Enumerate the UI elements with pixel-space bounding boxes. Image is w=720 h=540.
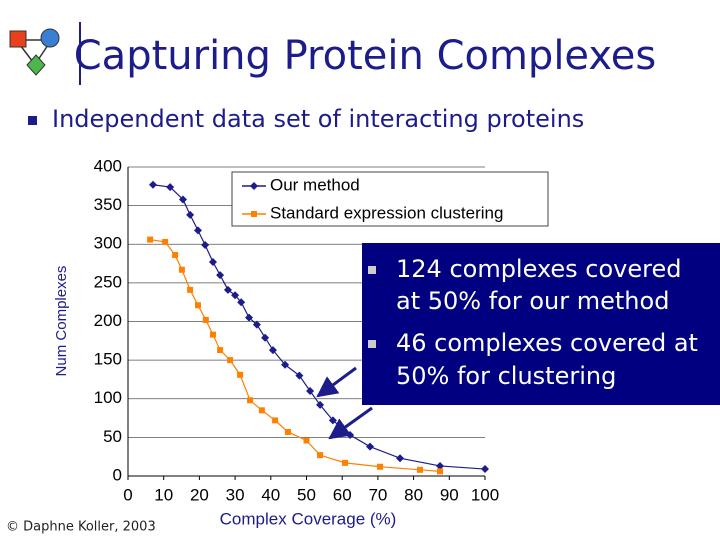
x-tick-label: 70 <box>368 485 387 504</box>
point <box>281 360 290 369</box>
point <box>217 347 224 354</box>
x-tick-label: 10 <box>154 485 173 504</box>
point <box>178 195 187 204</box>
point <box>417 466 424 473</box>
point <box>208 258 217 267</box>
arrow <box>316 366 357 398</box>
point <box>396 454 405 463</box>
chart: 0 50 100 150 200 250 300 350 400 0 10 20 30 40 50 60 70 8… <box>53 156 549 528</box>
legend: Our method Standard expression clustering <box>231 171 549 227</box>
point <box>258 407 265 414</box>
point <box>237 371 244 378</box>
point <box>303 437 310 444</box>
legend-label: Standard expression clustering <box>270 203 503 222</box>
point <box>252 320 261 329</box>
legend-label: Our method <box>270 175 360 194</box>
callout-line: 46 complexes covered at <box>396 329 698 357</box>
point <box>342 459 349 466</box>
point <box>295 371 304 380</box>
point <box>178 266 185 273</box>
y-tick-label: 150 <box>94 350 122 369</box>
callout-text: 124 complexes covered at 50% for our met… <box>396 255 706 390</box>
callout-line: at 50% for our method <box>396 287 669 315</box>
y-tick-label: 400 <box>94 156 122 175</box>
y-axis-label: Num Complexes <box>53 266 70 377</box>
x-tick-label: 60 <box>333 485 352 504</box>
point <box>268 346 277 355</box>
y-tick-label: 200 <box>94 311 122 330</box>
point <box>436 461 445 470</box>
point <box>237 298 246 307</box>
point <box>148 180 157 189</box>
y-tick-label: 100 <box>94 388 122 407</box>
footer: © Daphne Koller, 2003 <box>6 520 156 535</box>
point <box>284 428 291 435</box>
point <box>202 316 209 323</box>
x-tick-label: 90 <box>440 485 459 504</box>
y-tick-label: 350 <box>94 195 122 214</box>
point <box>223 285 232 294</box>
legend-box <box>231 171 549 227</box>
x-tick-label: 0 <box>123 485 132 504</box>
point <box>481 465 489 474</box>
point <box>201 241 210 250</box>
point <box>172 252 179 259</box>
logo <box>9 22 81 85</box>
point <box>317 452 324 459</box>
point <box>306 387 315 396</box>
point <box>162 238 169 245</box>
point <box>316 400 325 409</box>
y-tick-label: 0 <box>113 465 122 484</box>
point <box>193 226 202 235</box>
point <box>261 333 270 342</box>
arrow <box>328 406 373 440</box>
point <box>377 463 384 470</box>
x-tick-label: 100 <box>471 485 499 504</box>
point <box>231 291 240 300</box>
x-axis-label: Complex Coverage (%) <box>220 509 397 528</box>
point <box>245 313 254 322</box>
point <box>272 417 279 424</box>
y-tick-label: 250 <box>94 272 122 291</box>
callout-line: 124 complexes covered <box>396 255 682 283</box>
x-tick-label: 80 <box>404 485 423 504</box>
point <box>247 397 254 404</box>
bullet-marker <box>28 116 37 125</box>
callout-line: 50% for clustering <box>396 362 616 390</box>
point <box>166 183 175 192</box>
y-tick-label: 50 <box>103 427 122 446</box>
slide-title: Capturing Protein Complexes <box>74 33 656 79</box>
point <box>209 331 216 338</box>
x-tick-label: 30 <box>226 485 245 504</box>
x-tick-label: 20 <box>190 485 209 504</box>
x-tick-label: 40 <box>261 485 280 504</box>
point <box>437 468 444 475</box>
point <box>216 271 225 280</box>
point <box>186 210 195 219</box>
point <box>227 357 234 364</box>
bullet-text: Independent data set of interacting prot… <box>52 105 584 133</box>
legend-marker <box>250 182 258 190</box>
point <box>194 302 201 309</box>
point <box>187 286 194 293</box>
legend-marker <box>251 211 257 217</box>
callout: 124 complexes covered at 50% for our met… <box>362 243 720 405</box>
y-tick-label: 300 <box>94 234 122 253</box>
point <box>366 442 375 451</box>
point <box>147 236 154 243</box>
x-tick-label: 50 <box>297 485 316 504</box>
